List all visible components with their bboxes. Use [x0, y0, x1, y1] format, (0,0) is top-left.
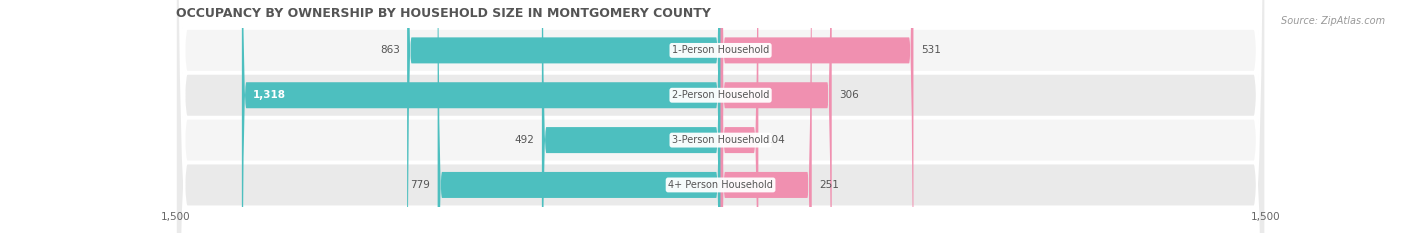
Text: Source: ZipAtlas.com: Source: ZipAtlas.com	[1281, 16, 1385, 26]
Text: OCCUPANCY BY OWNERSHIP BY HOUSEHOLD SIZE IN MONTGOMERY COUNTY: OCCUPANCY BY OWNERSHIP BY HOUSEHOLD SIZE…	[176, 7, 710, 20]
FancyBboxPatch shape	[721, 0, 811, 233]
Text: 2-Person Household: 2-Person Household	[672, 90, 769, 100]
FancyBboxPatch shape	[721, 0, 914, 233]
Text: 3-Person Household: 3-Person Household	[672, 135, 769, 145]
Text: 104: 104	[766, 135, 786, 145]
FancyBboxPatch shape	[437, 0, 721, 233]
Text: 1-Person Household: 1-Person Household	[672, 45, 769, 55]
FancyBboxPatch shape	[242, 0, 721, 233]
FancyBboxPatch shape	[721, 0, 758, 233]
Text: 779: 779	[411, 180, 430, 190]
Text: 1,318: 1,318	[253, 90, 285, 100]
Text: 531: 531	[921, 45, 941, 55]
FancyBboxPatch shape	[408, 0, 721, 233]
Text: 251: 251	[820, 180, 839, 190]
FancyBboxPatch shape	[721, 0, 832, 233]
Text: 4+ Person Household: 4+ Person Household	[668, 180, 773, 190]
FancyBboxPatch shape	[176, 0, 1265, 233]
Text: 863: 863	[380, 45, 399, 55]
FancyBboxPatch shape	[176, 0, 1265, 233]
FancyBboxPatch shape	[176, 0, 1265, 233]
Text: 306: 306	[839, 90, 859, 100]
FancyBboxPatch shape	[541, 0, 721, 233]
Text: 492: 492	[515, 135, 534, 145]
FancyBboxPatch shape	[176, 0, 1265, 233]
